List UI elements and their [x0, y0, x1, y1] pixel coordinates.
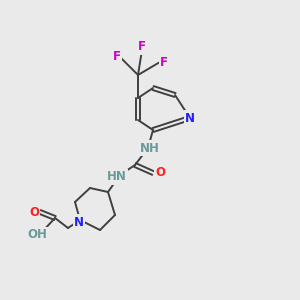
Text: OH: OH [27, 229, 47, 242]
Text: N: N [74, 215, 84, 229]
Text: F: F [113, 50, 121, 64]
Text: F: F [160, 56, 168, 68]
Text: HN: HN [107, 170, 127, 184]
Text: O: O [29, 206, 39, 218]
Text: NH: NH [140, 142, 160, 154]
Text: N: N [185, 112, 195, 124]
Text: O: O [155, 167, 165, 179]
Text: F: F [138, 40, 146, 53]
